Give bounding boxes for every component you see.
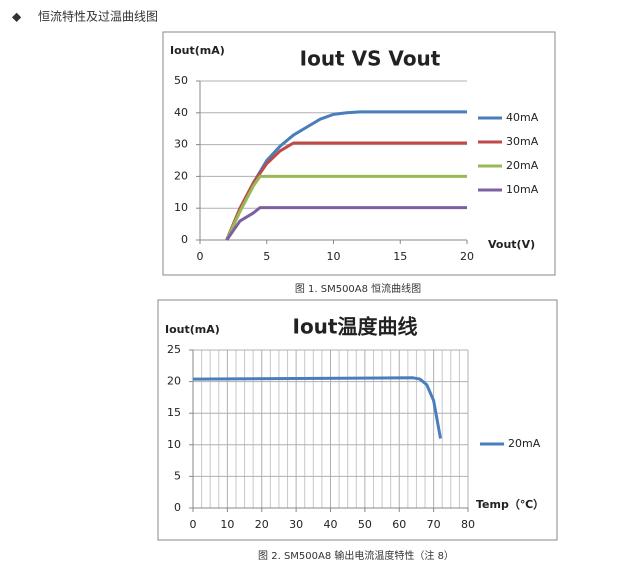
x-tick-label: 30 <box>289 518 303 531</box>
x-tick-label: 20 <box>255 518 269 531</box>
y-tick-label: 15 <box>167 406 181 419</box>
x-tick-label: 15 <box>393 250 407 263</box>
legend-label: 30mA <box>506 135 539 148</box>
y-tick-label: 20 <box>174 169 188 182</box>
series-line <box>225 206 467 241</box>
y-tick-label: 50 <box>174 74 188 87</box>
y-tick-label: 30 <box>174 138 188 151</box>
x-tick-label: 40 <box>324 518 338 531</box>
x-tick-label: 80 <box>461 518 475 531</box>
y-tick-label: 0 <box>174 501 181 514</box>
y-axis-label: Iout(mA) <box>170 44 225 57</box>
y-tick-label: 25 <box>167 343 181 356</box>
legend-label: 20mA <box>508 437 541 450</box>
x-tick-label: 70 <box>427 518 441 531</box>
x-tick-label: 50 <box>358 518 372 531</box>
caption: 图 2. SM500A8 输出电流温度特性（注 8） <box>258 549 454 562</box>
x-tick-label: 60 <box>392 518 406 531</box>
x-tick-label: 0 <box>197 250 204 263</box>
bullet: ◆ <box>12 10 22 24</box>
y-tick-label: 5 <box>174 469 181 482</box>
chart-frame <box>157 299 558 541</box>
x-axis-label: Vout(V) <box>488 238 535 251</box>
series-line <box>192 376 442 439</box>
legend-label: 40mA <box>506 111 539 124</box>
caption: 图 1. SM500A8 恒流曲线图 <box>295 282 421 295</box>
series-line <box>225 174 467 241</box>
chart-title: Iout温度曲线 <box>293 315 418 339</box>
x-axis-label: Temp（℃） <box>476 498 544 511</box>
legend-label: 20mA <box>506 159 539 172</box>
section-title: 恒流特性及过温曲线图 <box>38 9 158 24</box>
legend-label: 10mA <box>506 183 539 196</box>
y-tick-label: 40 <box>174 106 188 119</box>
x-tick-label: 0 <box>190 518 197 531</box>
x-tick-label: 10 <box>220 518 234 531</box>
x-tick-label: 20 <box>460 250 474 263</box>
chart-title: Iout VS Vout <box>300 47 441 71</box>
y-tick-label: 0 <box>181 233 188 246</box>
y-tick-label: 10 <box>167 438 181 451</box>
y-axis-label: Iout(mA) <box>165 323 220 336</box>
y-tick-label: 10 <box>174 201 188 214</box>
x-tick-label: 5 <box>263 250 270 263</box>
x-tick-label: 10 <box>327 250 341 263</box>
y-tick-label: 20 <box>167 375 181 388</box>
